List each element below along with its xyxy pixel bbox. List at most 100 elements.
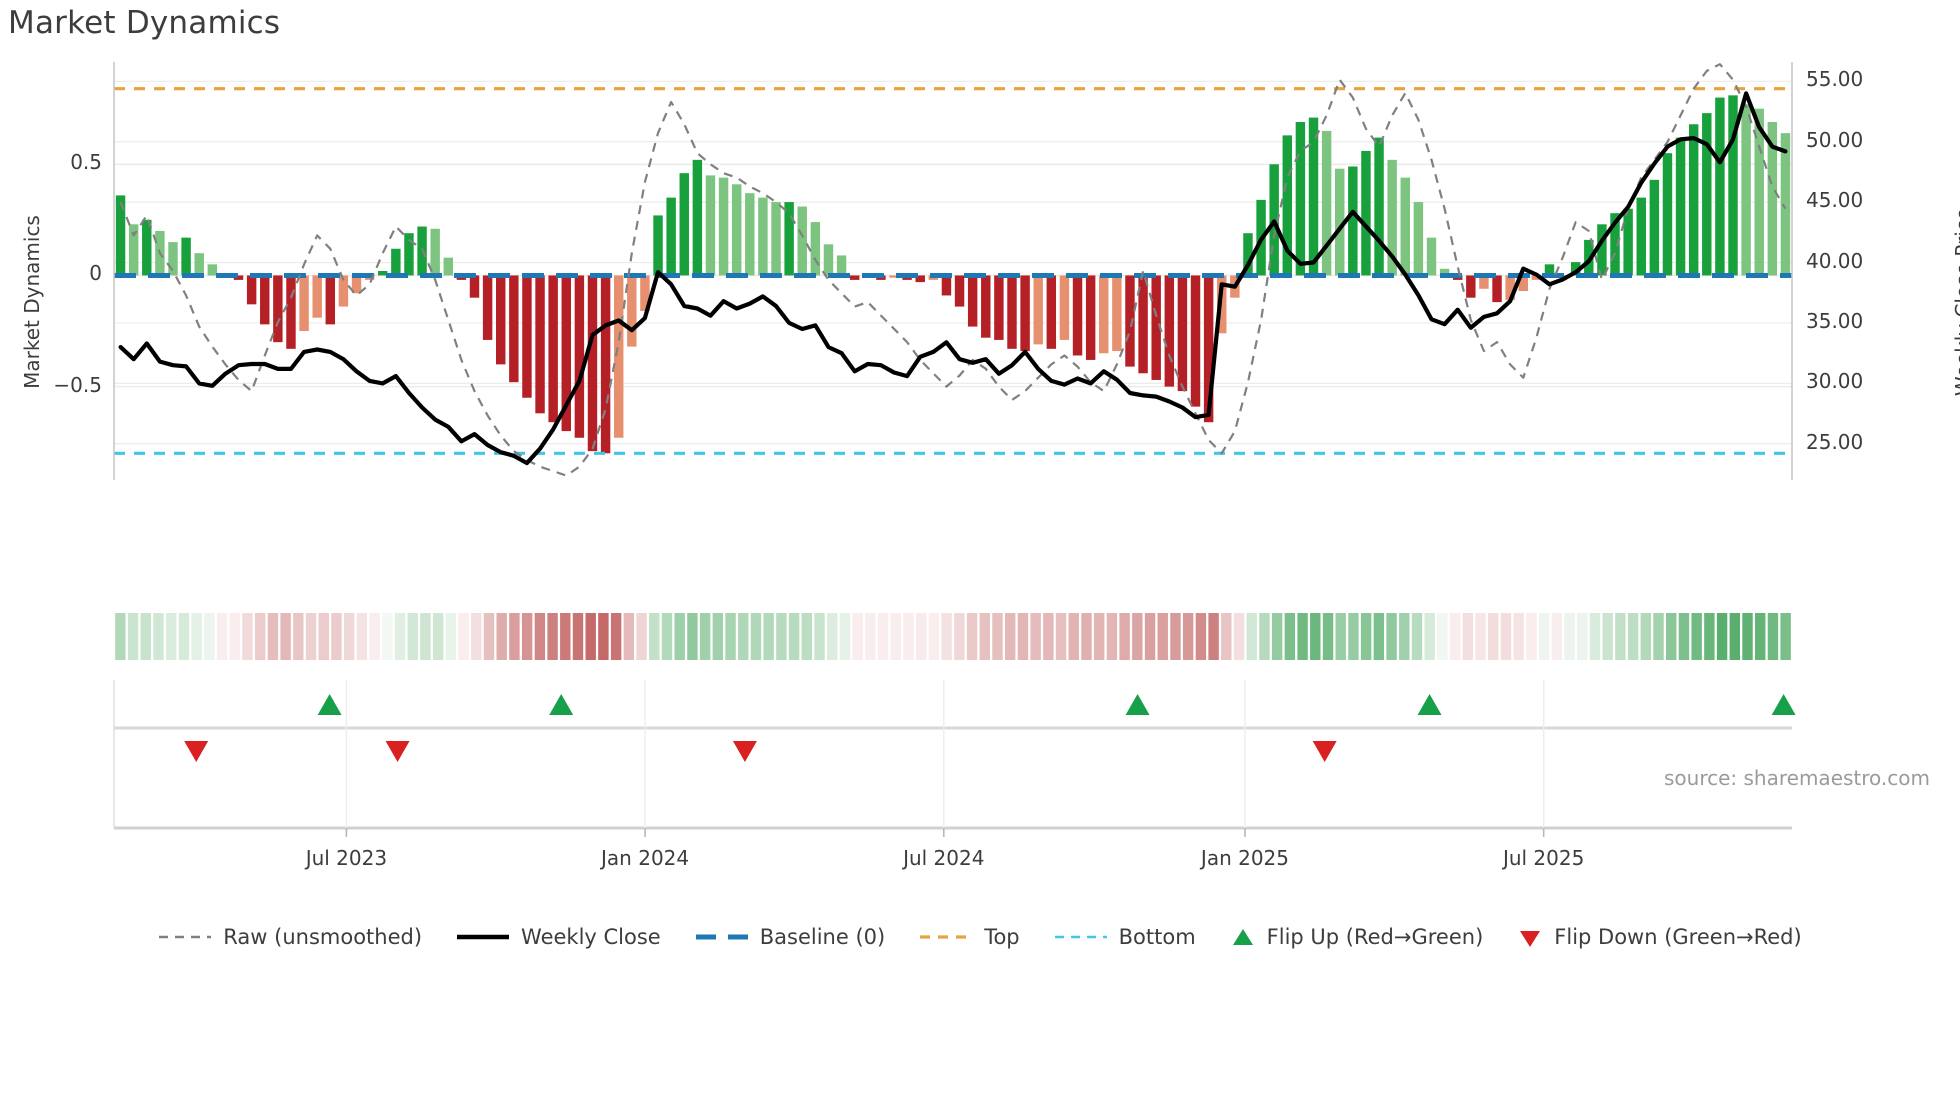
bar-market-dynamics bbox=[981, 275, 991, 338]
heatmap-cell bbox=[1653, 613, 1664, 660]
flip-up-marker-4[interactable] bbox=[1771, 694, 1796, 715]
bar-market-dynamics bbox=[1164, 275, 1175, 387]
legend-item-flip-up-red-green[interactable]: Flip Up (Red→Green) bbox=[1230, 925, 1483, 949]
heatmap-cell bbox=[750, 613, 762, 660]
bar-market-dynamics bbox=[941, 275, 952, 296]
bar-market-dynamics bbox=[260, 275, 270, 325]
heatmap-cell bbox=[1564, 613, 1575, 660]
heatmap-cell bbox=[1424, 613, 1435, 660]
bar-market-dynamics bbox=[810, 222, 821, 276]
heatmap-cell bbox=[127, 613, 139, 660]
heatmap-cell bbox=[1246, 613, 1257, 660]
heatmap-cell bbox=[509, 613, 520, 660]
heatmap-cell bbox=[445, 613, 457, 660]
heatmap-cell bbox=[725, 613, 736, 660]
bar-market-dynamics bbox=[1085, 275, 1096, 360]
line-swatch-icon bbox=[919, 928, 973, 946]
bar-market-dynamics bbox=[443, 257, 454, 276]
bar-market-dynamics bbox=[1190, 275, 1201, 407]
flip-down-marker-1[interactable] bbox=[385, 741, 410, 762]
flip-down-marker-3[interactable] bbox=[1312, 741, 1337, 762]
heatmap-cell bbox=[572, 613, 584, 660]
heatmap-cell bbox=[763, 613, 774, 660]
flip-up-marker-2[interactable] bbox=[1125, 694, 1150, 715]
heatmap-cell bbox=[293, 613, 304, 660]
bar-market-dynamics bbox=[954, 275, 965, 307]
heatmap-cell bbox=[369, 613, 380, 660]
heatmap-cell bbox=[165, 613, 177, 660]
heatmap-cell bbox=[140, 613, 151, 660]
heatmap-cell bbox=[1513, 613, 1524, 660]
heatmap-cell bbox=[343, 613, 355, 660]
heatmap-cell bbox=[1373, 613, 1385, 660]
heatmap-cell bbox=[776, 613, 787, 660]
heatmap-cell bbox=[649, 613, 660, 660]
bar-market-dynamics bbox=[771, 202, 781, 276]
heatmap-cell bbox=[1004, 613, 1016, 660]
heatmap-cell bbox=[1119, 613, 1130, 660]
bar-market-dynamics bbox=[1570, 262, 1581, 276]
bar-market-dynamics bbox=[273, 275, 283, 343]
legend-item-top[interactable]: Top bbox=[919, 925, 1020, 949]
heatmap-cell bbox=[420, 613, 431, 660]
bar-market-dynamics bbox=[1780, 133, 1791, 276]
bar-market-dynamics bbox=[1335, 168, 1345, 276]
flip-up-marker-3[interactable] bbox=[1417, 694, 1442, 715]
heatmap-cell bbox=[992, 613, 1003, 660]
bar-market-dynamics bbox=[1203, 275, 1214, 423]
heatmap-cell bbox=[242, 613, 253, 660]
heatmap-cell bbox=[1335, 613, 1346, 660]
bar-market-dynamics bbox=[889, 275, 899, 278]
bar-market-dynamics bbox=[1741, 104, 1751, 276]
bar-market-dynamics bbox=[1623, 208, 1633, 276]
heatmap-cell bbox=[1310, 613, 1321, 660]
bar-market-dynamics bbox=[967, 275, 978, 327]
raw-unsmoothed-line bbox=[119, 63, 1787, 477]
chart-legend: Raw (unsmoothed) Weekly Close Baseline (0)… bbox=[0, 925, 1960, 949]
bar-market-dynamics bbox=[1479, 275, 1489, 289]
heatmap-cell bbox=[788, 613, 800, 660]
heatmap-cell bbox=[585, 613, 596, 660]
heatmap-cell bbox=[1640, 613, 1652, 660]
legend-label: Flip Down (Green→Red) bbox=[1554, 925, 1802, 949]
heatmap-cell bbox=[1081, 613, 1092, 660]
heatmap-cell bbox=[1043, 613, 1054, 660]
heatmap-cell bbox=[1233, 613, 1245, 660]
heatmap-cell bbox=[1182, 613, 1194, 660]
legend-item-weekly-close[interactable]: Weekly Close bbox=[456, 925, 661, 949]
heatmap-cell bbox=[216, 613, 228, 660]
bar-market-dynamics bbox=[482, 275, 493, 340]
heatmap-cell bbox=[1488, 613, 1499, 660]
bar-market-dynamics bbox=[1675, 137, 1686, 276]
flip-down-marker-2[interactable] bbox=[732, 741, 757, 762]
bar-market-dynamics bbox=[1308, 117, 1319, 276]
bar-market-dynamics bbox=[1007, 275, 1017, 349]
heatmap-cell bbox=[1195, 613, 1207, 660]
legend-item-baseline-0[interactable]: Baseline (0) bbox=[695, 925, 885, 949]
bar-market-dynamics bbox=[1099, 275, 1109, 354]
heatmap-cell bbox=[1055, 613, 1067, 660]
heatmap-cell bbox=[496, 613, 507, 660]
legend-item-flip-down-green-red[interactable]: Flip Down (Green→Red) bbox=[1517, 925, 1802, 949]
flip-down-marker-0[interactable] bbox=[184, 741, 209, 762]
bar-series bbox=[115, 95, 1791, 454]
bar-market-dynamics bbox=[797, 206, 807, 276]
flip-up-marker-1[interactable] bbox=[549, 694, 574, 715]
regime-heatmap-strip bbox=[115, 613, 1791, 660]
bar-market-dynamics bbox=[1466, 275, 1476, 298]
weekly-close-line bbox=[118, 91, 1788, 466]
heatmap-cell bbox=[954, 613, 965, 660]
flip-up-marker-0[interactable] bbox=[317, 694, 342, 715]
legend-item-bottom[interactable]: Bottom bbox=[1054, 925, 1196, 949]
bar-market-dynamics bbox=[1321, 130, 1332, 276]
bar-market-dynamics bbox=[142, 219, 152, 276]
bar-market-dynamics bbox=[1767, 122, 1778, 276]
legend-item-raw-unsmoothed[interactable]: Raw (unsmoothed) bbox=[158, 925, 422, 949]
heatmap-cell bbox=[204, 613, 215, 660]
bar-market-dynamics bbox=[574, 275, 585, 438]
bar-market-dynamics bbox=[1374, 137, 1384, 276]
heatmap-cell bbox=[1144, 613, 1156, 660]
bar-market-dynamics bbox=[561, 275, 571, 432]
x-axis-tick-label: Jul 2023 bbox=[305, 846, 388, 870]
heatmap-cell bbox=[1170, 613, 1181, 660]
